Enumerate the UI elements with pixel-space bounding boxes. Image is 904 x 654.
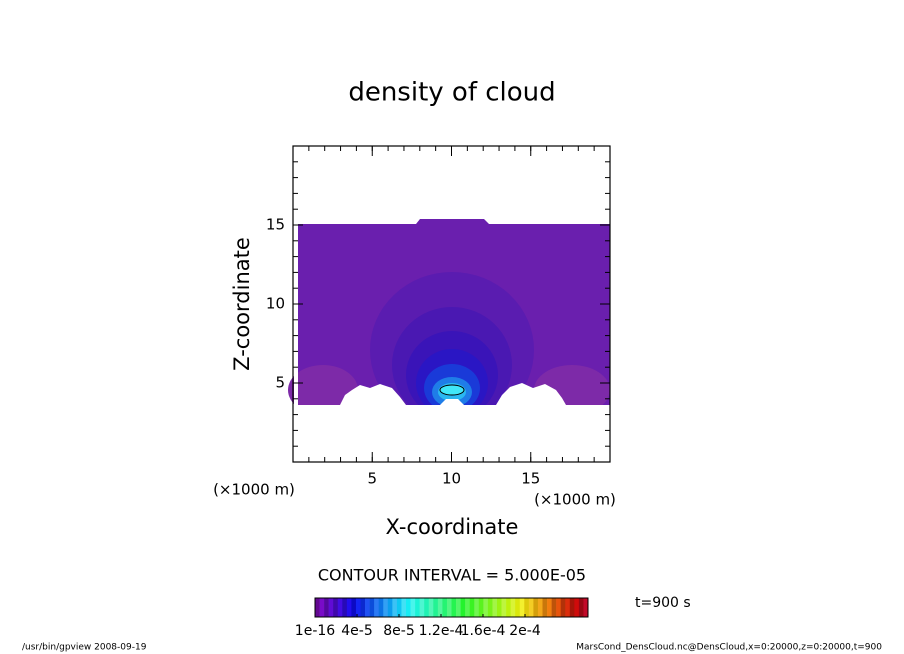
x-axis-label: X-coordinate — [386, 515, 519, 539]
colorbar-tick-label: 8e-5 — [383, 623, 414, 639]
chart-title: density of cloud — [348, 78, 555, 108]
colorbar-tick-label: 4e-5 — [341, 623, 372, 639]
x-tick-label: 10 — [442, 470, 461, 488]
colorbar-cell — [451, 598, 457, 617]
colorbar-cell — [406, 598, 411, 617]
colorbar-cell — [333, 598, 339, 617]
colorbar-cell — [328, 598, 334, 617]
colorbar-cell — [569, 598, 575, 617]
colorbar-cell — [415, 598, 420, 617]
x-unit: (×1000 m) — [534, 491, 616, 509]
colorbar-cell — [410, 598, 416, 617]
colorbar-cell — [369, 598, 375, 617]
x-tick-label: 5 — [367, 470, 377, 488]
colorbar-cell — [506, 598, 511, 617]
colorbar-cell — [537, 598, 543, 617]
colorbar-cell — [501, 598, 507, 617]
colorbar-cell — [551, 598, 557, 617]
colorbar-cell — [419, 598, 425, 617]
colorbar-frame — [314, 597, 589, 618]
colorbar-cell — [465, 598, 470, 617]
colorbar-cell — [396, 598, 402, 617]
colorbar-cell — [324, 598, 329, 617]
y-unit: (×1000 m) — [213, 481, 295, 499]
colorbar-cell — [346, 598, 352, 617]
colorbar-cell — [433, 598, 439, 617]
y-tick-label: 5 — [275, 374, 285, 392]
colorbar-cell — [442, 598, 448, 617]
colorbar-cell — [437, 598, 443, 617]
contour-interval: CONTOUR INTERVAL = 5.000E-05 — [318, 566, 586, 585]
colorbar-cell — [387, 598, 393, 617]
colorbar-tick-label: 2e-4 — [509, 623, 541, 639]
colorbar-cell — [474, 598, 480, 617]
footer-right: MarsCond_DensCloud.nc@DensCloud,x=0:2000… — [576, 643, 882, 653]
footer-left: /usr/bin/gpview 2008-09-19 — [22, 643, 147, 653]
colorbar-cell — [510, 598, 516, 617]
colorbar-cell — [515, 598, 521, 617]
colorbar-cell — [365, 598, 370, 617]
colorbar-cell — [428, 598, 434, 617]
colorbar-cell — [342, 598, 348, 617]
colorbar-cell — [446, 598, 452, 617]
colorbar-tick-label: 1e-16 — [295, 623, 335, 639]
colorbar-cell — [578, 598, 584, 617]
colorbar-cell — [574, 598, 580, 617]
y-axis-label: Z-coordinate — [230, 237, 254, 371]
colorbar-cell — [528, 598, 534, 617]
colorbar-cell — [583, 598, 589, 617]
colorbar-cell — [392, 598, 398, 617]
x-tick-label: 15 — [521, 470, 540, 488]
colorbar-cell — [351, 598, 357, 617]
colorbar-cell — [483, 598, 489, 617]
y-tick-label: 15 — [266, 216, 285, 234]
colorbar-cell — [315, 598, 320, 617]
colorbar-cell — [542, 598, 548, 617]
colorbar-cell — [560, 598, 566, 617]
colorbar-cell — [374, 598, 379, 617]
colorbar-cell — [355, 598, 361, 617]
colorbar-cell — [424, 598, 430, 617]
colorbar-cell — [469, 598, 475, 617]
colorbar-cell — [487, 598, 493, 617]
colorbar-cell — [497, 598, 502, 617]
colorbar-cell — [524, 598, 530, 617]
colorbar-cell — [401, 598, 407, 617]
colorbar-cell — [547, 598, 552, 617]
colorbar-cell — [383, 598, 389, 617]
time-label: t=900 s — [635, 595, 691, 611]
colorbar-cell — [460, 598, 466, 617]
colorbar-cell — [565, 598, 571, 617]
colorbar-cell — [519, 598, 525, 617]
colorbar-cell — [319, 598, 325, 617]
colorbar-cell — [337, 598, 343, 617]
colorbar-tick-label: 1.6e-4 — [461, 623, 506, 639]
y-tick-label: 10 — [266, 295, 285, 313]
colorbar-cell — [556, 598, 561, 617]
contour-field — [288, 146, 610, 462]
colorbar-tick-label: 1.2e-4 — [419, 623, 464, 639]
colorbar-cell — [456, 598, 461, 617]
colorbar-cell — [478, 598, 484, 617]
colorbar-cell — [360, 598, 366, 617]
colorbar-cell — [533, 598, 539, 617]
colorbar-cell — [492, 598, 498, 617]
colorbar-cell — [378, 598, 384, 617]
